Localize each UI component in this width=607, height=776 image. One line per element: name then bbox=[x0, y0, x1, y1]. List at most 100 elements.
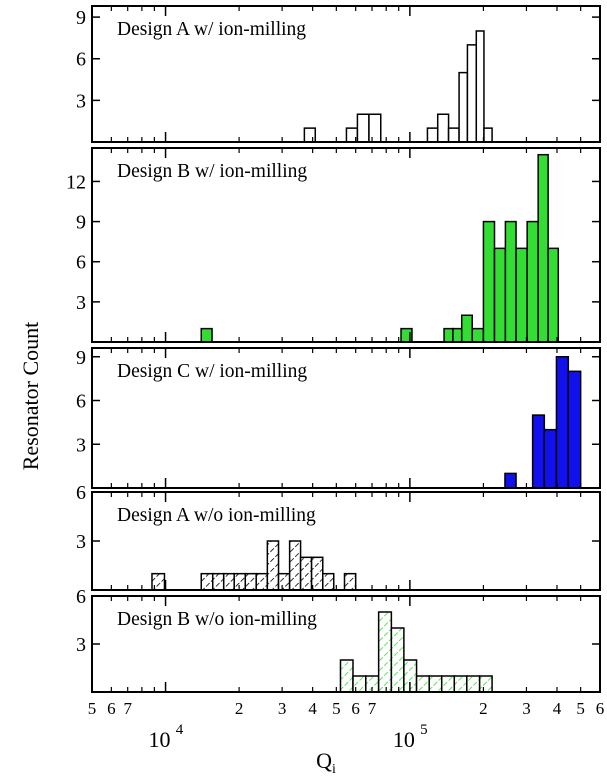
histogram-bar bbox=[440, 675, 456, 693]
histogram-bar bbox=[233, 572, 247, 591]
histogram-bar bbox=[255, 572, 269, 591]
y-tick-label: 9 bbox=[76, 7, 86, 29]
panel-title: Design C w/ ion-milling bbox=[117, 361, 307, 382]
histogram-bar bbox=[277, 572, 291, 591]
y-tick-label: 3 bbox=[76, 634, 86, 656]
histogram-bar bbox=[460, 314, 473, 343]
panel-frame bbox=[91, 595, 601, 693]
x-axis-label: Qi bbox=[316, 748, 336, 776]
y-tick-label: 9 bbox=[76, 212, 86, 234]
y-tick-label: 3 bbox=[76, 90, 86, 112]
histogram-bar bbox=[426, 127, 439, 143]
histogram-bar bbox=[303, 127, 317, 143]
y-tick-label: 3 bbox=[76, 531, 86, 553]
histogram-bar bbox=[222, 572, 235, 591]
histogram-bar bbox=[493, 247, 507, 343]
x-minor-tick-label: 3 bbox=[522, 699, 531, 718]
panels-group: 3 6 9 Design A w/ ion-milling 3 6 9 12 Design B … bbox=[66, 5, 601, 693]
x-axis: 5 6 7 2 3 4 5 6 7 2 3 4 5 610 4 10 5 bbox=[88, 699, 605, 752]
x-minor-tick-label: 2 bbox=[479, 699, 488, 718]
panel-4: 3 6 Design A w/o ion-milling bbox=[76, 482, 601, 591]
panel-title: Design A w/o ion-milling bbox=[117, 505, 316, 526]
panel-frame bbox=[91, 5, 601, 143]
histogram-bar bbox=[288, 540, 302, 591]
histogram-bar bbox=[200, 327, 213, 343]
x-minor-tick-label: 2 bbox=[235, 699, 244, 718]
y-tick-label: 9 bbox=[76, 347, 86, 369]
histogram-bar bbox=[471, 327, 485, 343]
x-minor-tick-label: 6 bbox=[351, 699, 360, 718]
histogram-bar bbox=[567, 370, 582, 489]
panel-2: 3 6 9 12 Design B w/ ion-milling bbox=[66, 147, 601, 343]
panel-1: 3 6 9 Design A w/ ion-milling bbox=[76, 5, 601, 143]
x-minor-tick-label: 5 bbox=[576, 699, 585, 718]
y-tick-label: 3 bbox=[76, 434, 86, 456]
histogram-bar bbox=[428, 675, 443, 693]
histogram-bar bbox=[356, 113, 370, 143]
histogram-bar bbox=[352, 675, 367, 693]
histogram-bar bbox=[504, 220, 517, 343]
histogram-bar bbox=[526, 220, 539, 343]
x-major-tick-exponent: 5 bbox=[420, 722, 428, 738]
histogram-bar bbox=[368, 113, 382, 143]
x-minor-tick-label: 6 bbox=[107, 699, 116, 718]
x-minor-tick-label: 5 bbox=[88, 699, 97, 718]
panel-title: Design A w/ ion-milling bbox=[117, 19, 306, 40]
histogram-bar bbox=[390, 627, 405, 693]
y-tick-label: 6 bbox=[76, 586, 86, 608]
histogram-bar bbox=[443, 327, 454, 343]
x-major-tick-label: 10 bbox=[149, 727, 171, 752]
y-axis-label: Resonator Count bbox=[18, 322, 43, 471]
x-major-tick-label: 10 bbox=[393, 727, 415, 752]
y-tick-label: 6 bbox=[76, 482, 86, 504]
panel-frame bbox=[91, 347, 601, 489]
histogram-bar bbox=[200, 572, 214, 591]
histogram-bar bbox=[299, 556, 313, 591]
histogram-bar bbox=[377, 611, 393, 693]
histogram-bar bbox=[475, 30, 485, 143]
y-tick-label: 12 bbox=[66, 171, 86, 193]
x-minor-tick-label: 7 bbox=[123, 699, 132, 718]
histogram-bar bbox=[343, 572, 357, 591]
histogram-bar bbox=[537, 153, 549, 343]
y-tick-label: 3 bbox=[76, 292, 86, 314]
x-minor-tick-label: 7 bbox=[368, 699, 377, 718]
histogram-bar bbox=[466, 675, 481, 693]
x-major-tick-exponent: 4 bbox=[176, 722, 184, 738]
histogram-bar bbox=[482, 220, 496, 343]
y-tick-label: 6 bbox=[76, 391, 86, 413]
histogram-bar bbox=[453, 675, 468, 693]
histogram-bar bbox=[515, 247, 528, 343]
histogram-bar bbox=[415, 675, 430, 693]
histogram-bar bbox=[458, 71, 469, 143]
x-minor-tick-label: 5 bbox=[332, 699, 341, 718]
histogram-bar bbox=[211, 572, 225, 591]
panel-5: 3 6 Design B w/o ion-milling bbox=[76, 586, 601, 693]
histogram-bar bbox=[322, 572, 335, 591]
histogram-bar bbox=[244, 572, 257, 591]
histogram-bar bbox=[478, 675, 493, 693]
histogram-bar bbox=[436, 113, 450, 143]
histogram-bar bbox=[504, 472, 517, 489]
x-minor-tick-label: 4 bbox=[553, 699, 562, 718]
histogram-bar bbox=[447, 127, 460, 143]
x-minor-tick-label: 6 bbox=[596, 699, 605, 718]
histogram-bar bbox=[339, 659, 354, 693]
histogram-bar bbox=[555, 356, 570, 489]
y-tick-label: 6 bbox=[76, 49, 86, 71]
histogram-bar bbox=[543, 428, 558, 489]
histogram-bar bbox=[531, 414, 546, 489]
histogram-bar bbox=[310, 556, 324, 591]
histogram-bar bbox=[466, 44, 478, 143]
histogram-bar bbox=[266, 540, 280, 591]
x-minor-tick-label: 3 bbox=[278, 699, 287, 718]
panel-frame bbox=[91, 491, 601, 591]
x-minor-tick-label: 4 bbox=[308, 699, 317, 718]
panel-3: 3 6 9 Design C w/ ion-milling bbox=[76, 347, 601, 489]
panel-title: Design B w/o ion-milling bbox=[117, 609, 317, 630]
panel-frame bbox=[91, 147, 601, 343]
histogram-bar bbox=[547, 247, 560, 343]
panel-title: Design B w/ ion-milling bbox=[117, 161, 307, 182]
y-tick-label: 6 bbox=[76, 252, 86, 274]
